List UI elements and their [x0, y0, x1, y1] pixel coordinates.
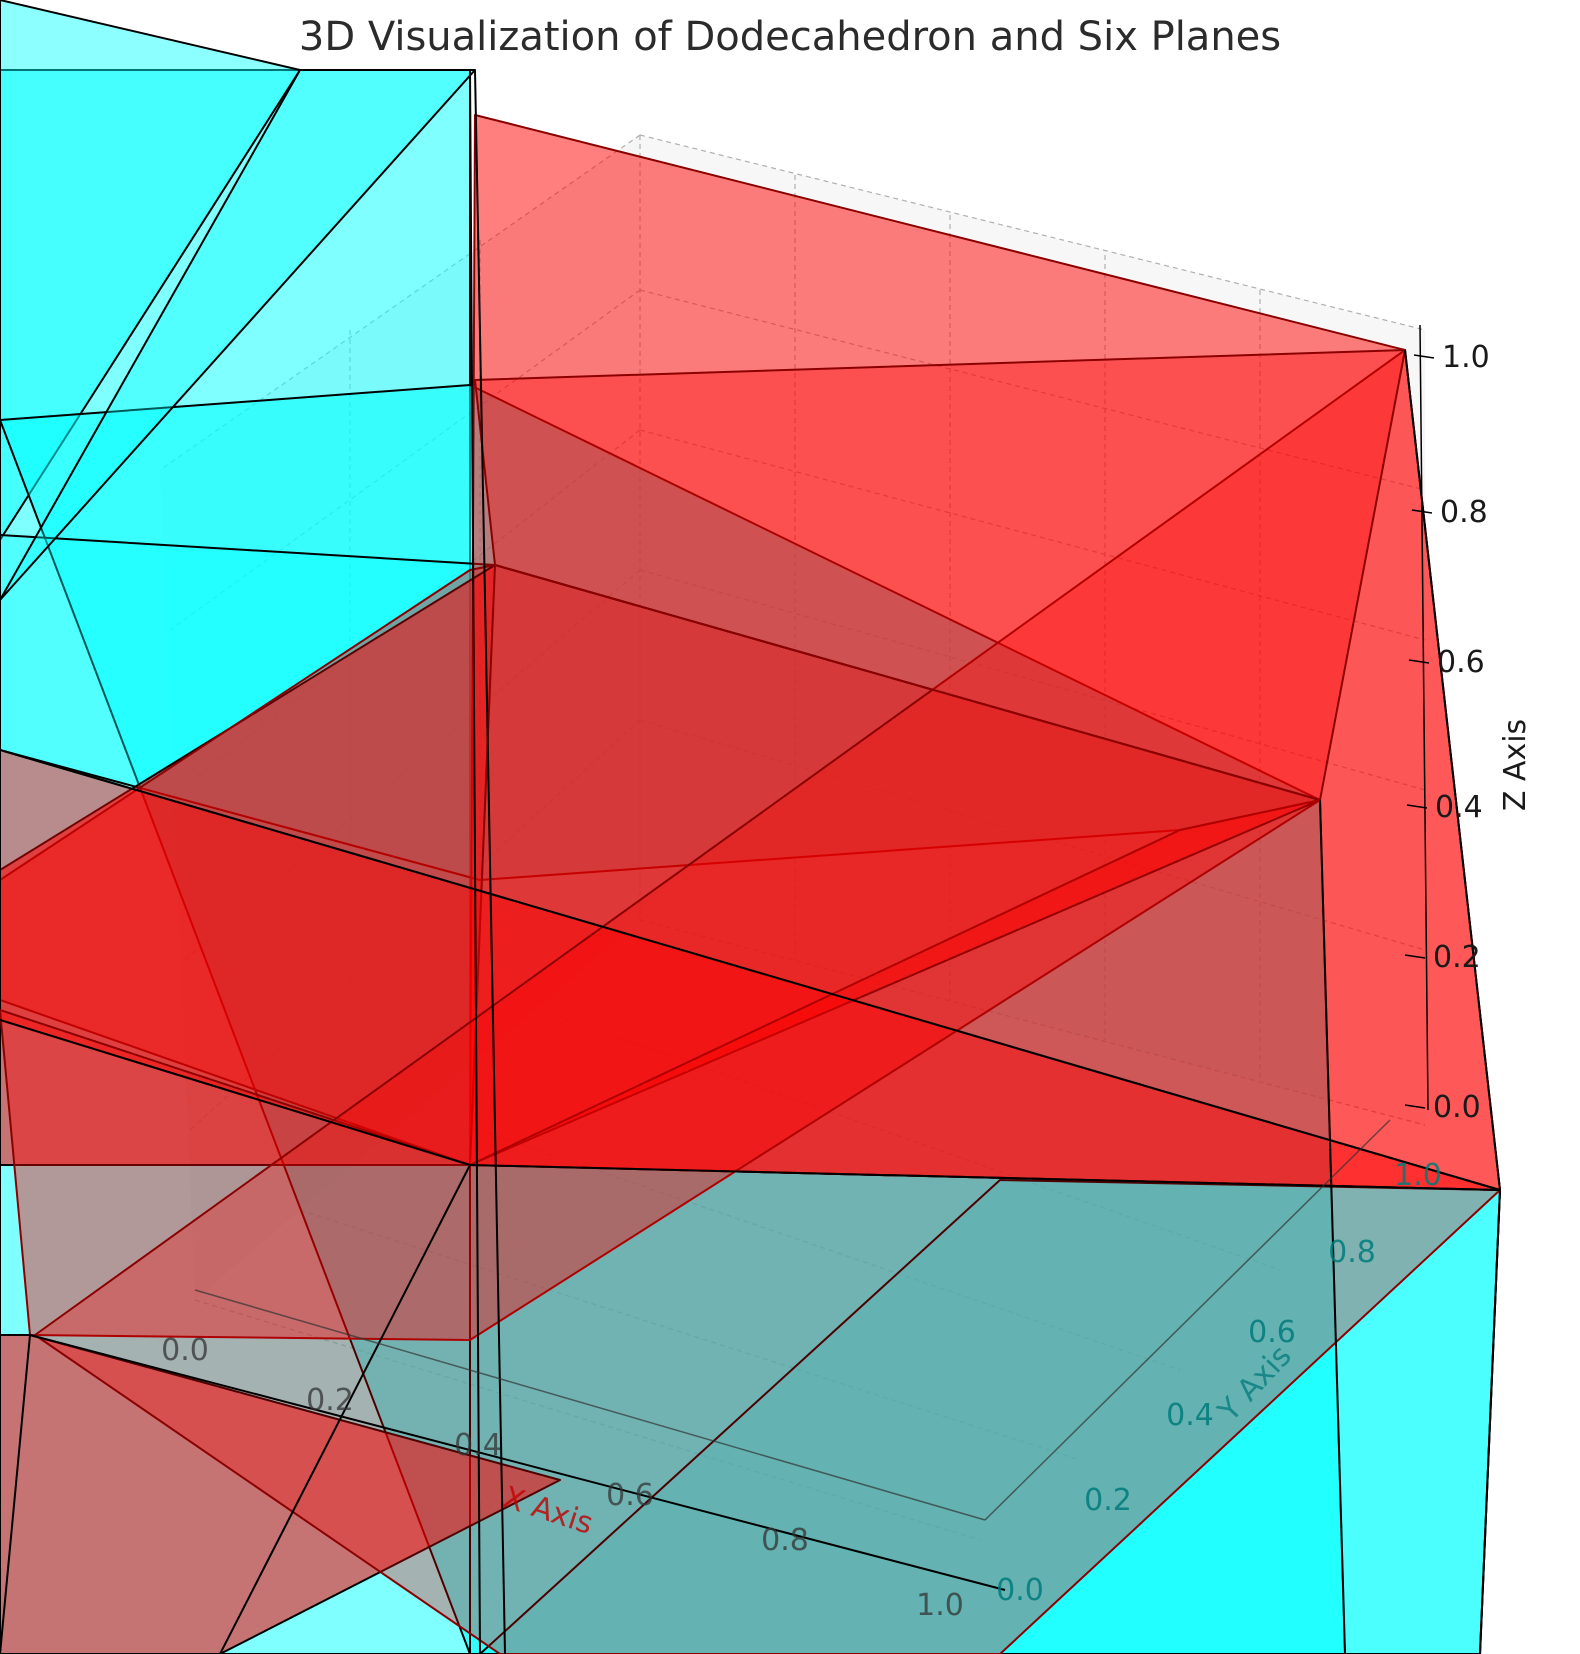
z-tick-label: 0.6	[1437, 645, 1485, 680]
y-tick-label: 0.6	[1248, 1315, 1296, 1350]
plane-face	[34, 349, 1501, 1654]
plane-face	[0, 0, 301, 541]
x-tick-label: 0.2	[306, 1383, 354, 1418]
plane-face	[0, 1334, 561, 1654]
z-axis-label: Z Axis	[1498, 719, 1533, 811]
y-axis-line	[984, 1119, 1391, 1521]
plane-edge	[469, 1164, 1501, 1191]
plane-edge	[474, 69, 506, 1654]
z-tick	[1404, 954, 1426, 959]
x-axis-line	[194, 1289, 986, 1521]
z-tick-label: 0.2	[1433, 940, 1481, 975]
y-tick-label: 0.0	[996, 1573, 1044, 1608]
x-tick-label: 0.0	[161, 1333, 209, 1368]
chart-title: 3D Visualization of Dodecahedron and Six…	[298, 14, 1282, 60]
x-tick-label: 1.0	[916, 1588, 964, 1623]
z-tick	[1411, 509, 1433, 514]
x-tick-label: 0.4	[454, 1428, 502, 1463]
plane-layer	[0, 0, 1501, 1654]
plane-edge	[219, 1164, 471, 1654]
plane-edge	[1404, 349, 1501, 1191]
y-tick-label: 0.4	[1166, 1398, 1214, 1433]
z-axis-line	[1419, 324, 1429, 1111]
z-tick	[1404, 1104, 1426, 1109]
z-tick-label: 0.0	[1433, 1090, 1481, 1125]
z-tick	[1406, 804, 1428, 809]
x-tick-label: 0.6	[606, 1478, 654, 1513]
y-tick-label: 1.0	[1394, 1158, 1442, 1193]
y-tick-label: 0.8	[1328, 1235, 1376, 1270]
plane-edge	[0, 749, 1501, 1191]
plane-face	[0, 564, 496, 1166]
plane-face	[0, 69, 476, 601]
z-tick	[1413, 354, 1435, 359]
plane-edge	[0, 1334, 31, 1654]
z-tick-label: 0.8	[1440, 495, 1488, 530]
z-tick-label: 1.0	[1442, 340, 1490, 375]
y-tick-label: 0.2	[1084, 1483, 1132, 1518]
plane-edge	[29, 1334, 1006, 1591]
plane-edge	[0, 1019, 471, 1166]
plane-edge	[469, 69, 481, 1654]
x-tick-label: 0.8	[761, 1523, 809, 1558]
z-tick	[1408, 659, 1430, 664]
plane-edge	[1479, 1189, 1501, 1654]
z-tick-label: 0.4	[1435, 790, 1483, 825]
plane-edge	[1319, 799, 1346, 1654]
